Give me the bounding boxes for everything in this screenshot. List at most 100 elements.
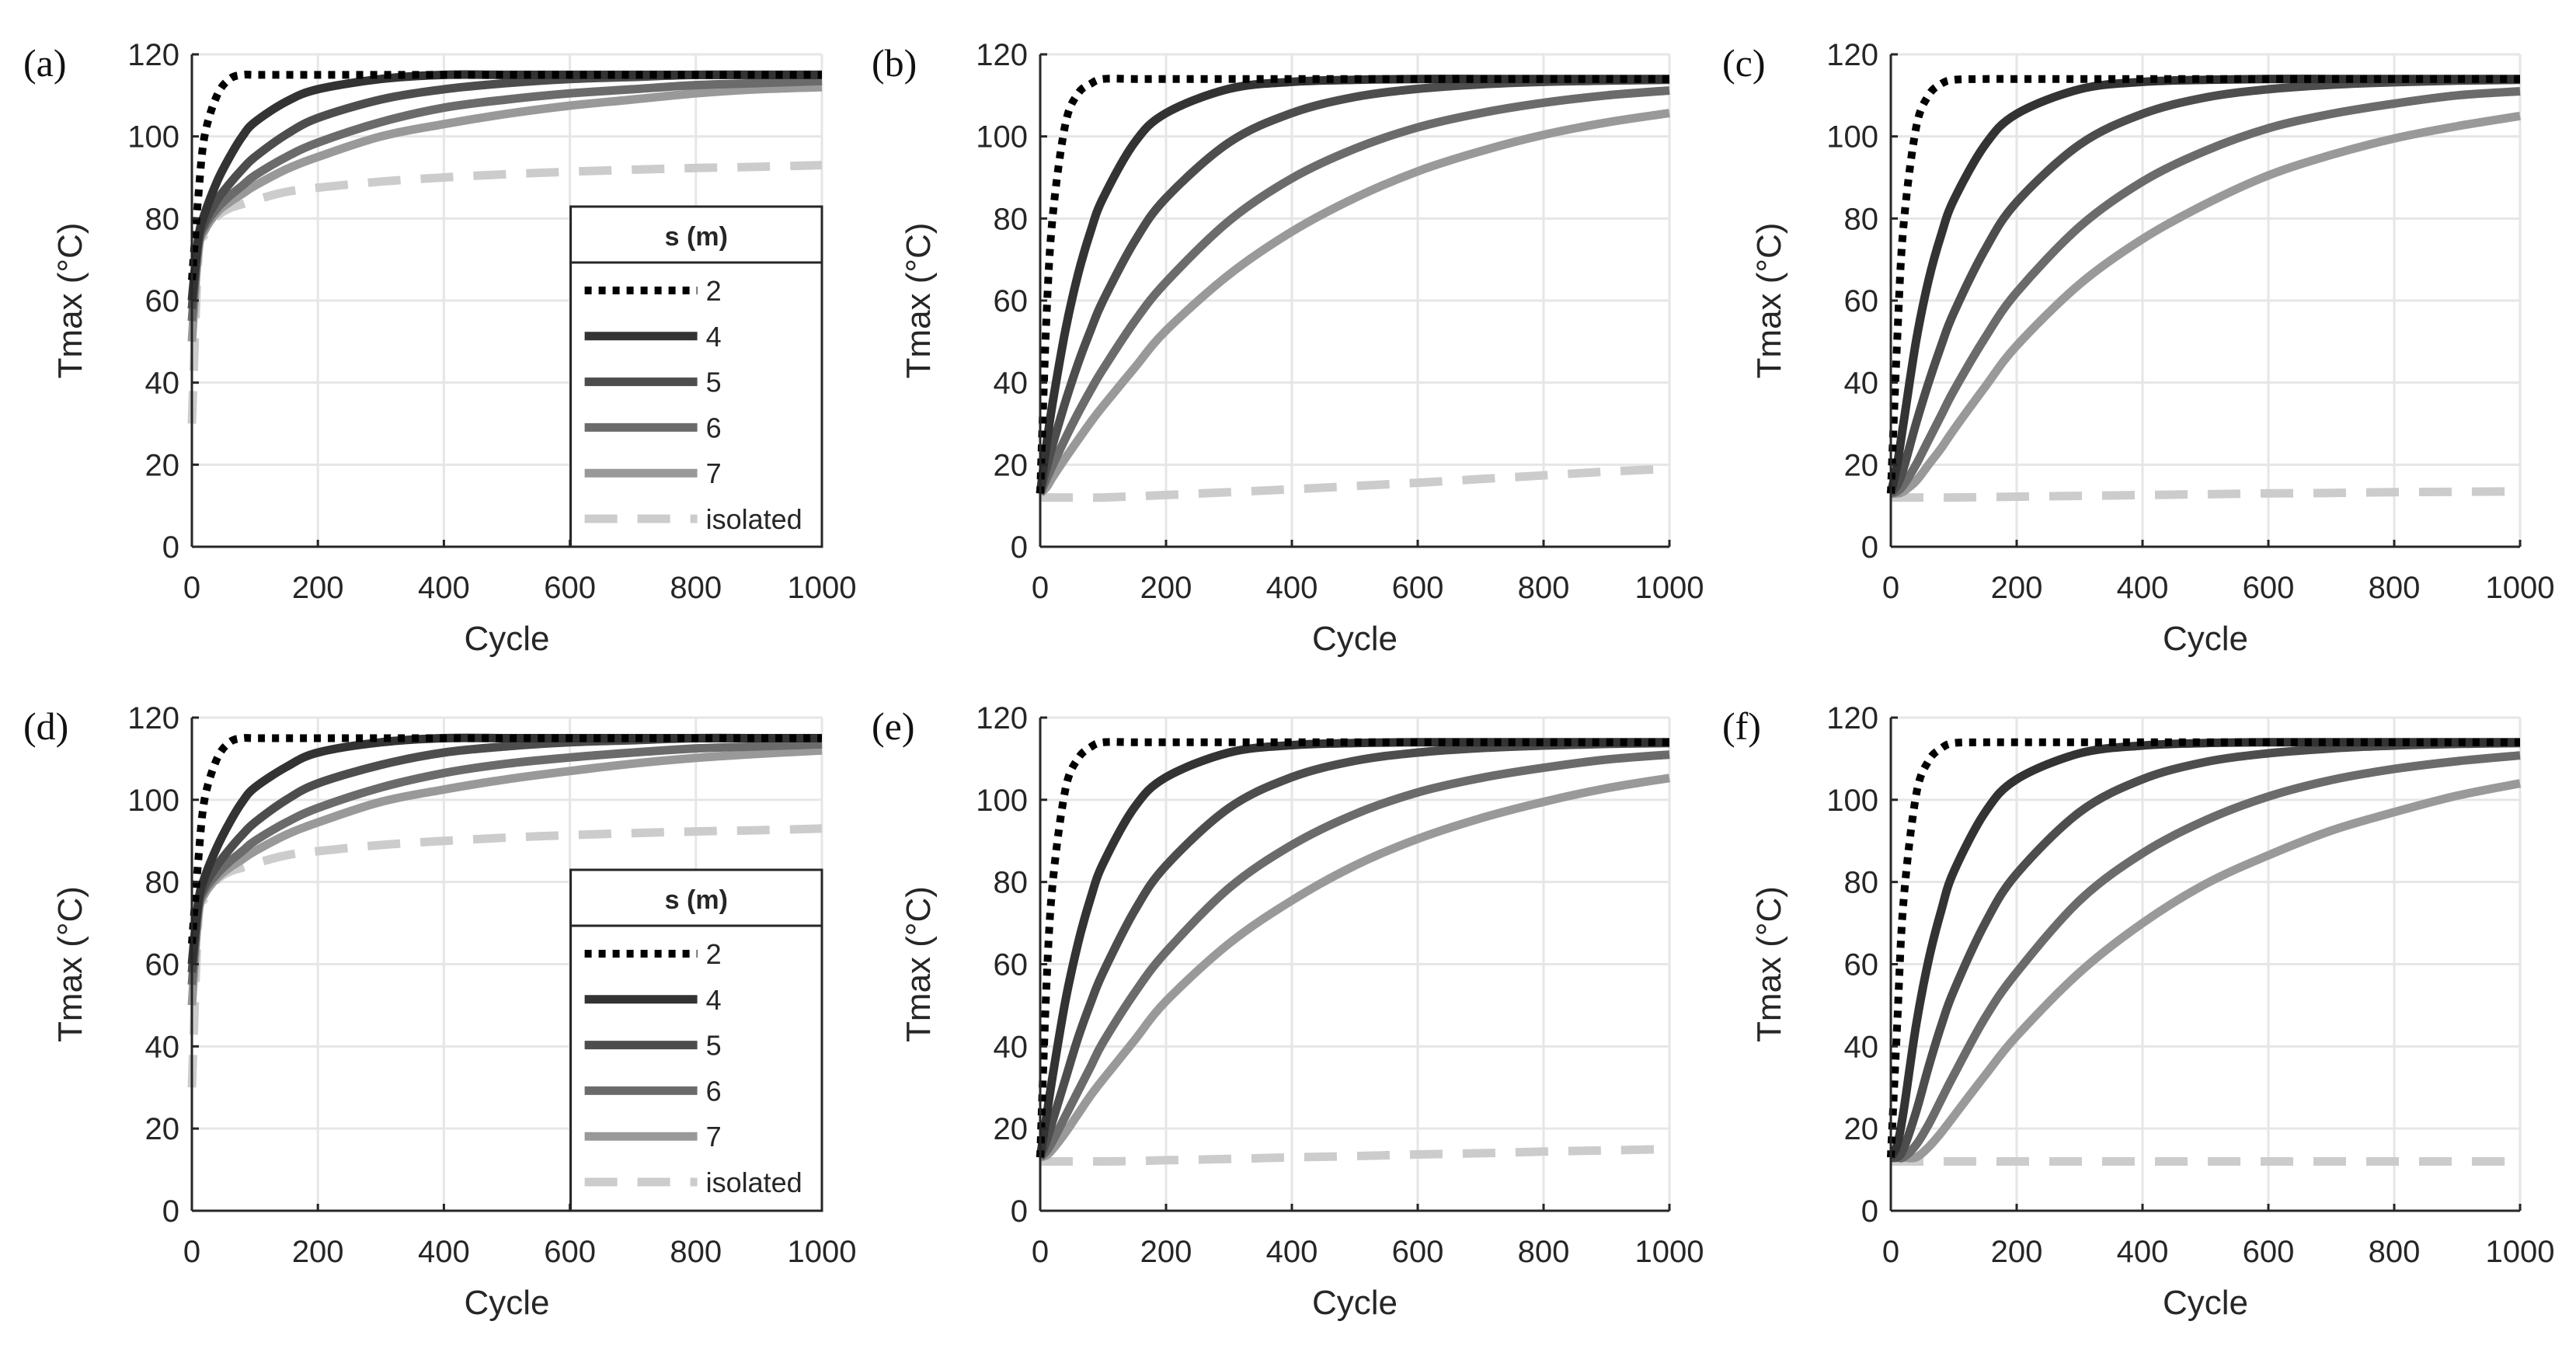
x-tick-label: 400: [2117, 571, 2169, 605]
legend-label-s7: 7: [706, 457, 722, 489]
y-tick-label: 0: [1861, 530, 1878, 565]
y-tick-label: 40: [994, 367, 1029, 401]
x-tick-label: 0: [1882, 571, 1899, 605]
y-tick-label: 20: [1844, 448, 1879, 482]
series-line-s4: [1887, 738, 2520, 1160]
x-tick-label: 0: [1032, 1235, 1049, 1269]
x-axis-label: Cycle: [1312, 1284, 1398, 1322]
series-line-sisolated: [1040, 1145, 1670, 1166]
x-tick-label: 800: [670, 1235, 722, 1269]
series-line-s6: [1036, 86, 1670, 495]
y-tick-label: 60: [994, 948, 1029, 982]
y-tick-label: 40: [1844, 367, 1879, 401]
y-tick-label: 120: [976, 38, 1028, 72]
series-line-sisolated: [187, 824, 823, 1088]
series-line-s2: [1887, 75, 2520, 494]
y-tick-label: 0: [1011, 530, 1028, 565]
y-tick-label: 120: [1826, 701, 1878, 735]
x-tick-label: 200: [1140, 571, 1192, 605]
x-tick-label: 400: [1266, 571, 1318, 605]
y-tick-label: 120: [127, 38, 179, 72]
y-tick-label: 60: [145, 284, 180, 318]
series-line-s4: [1036, 738, 1669, 1159]
series-line-sisolated: [1890, 487, 2521, 502]
legend-label-s6: 6: [706, 412, 722, 443]
y-axis-label: Tmax (°C): [51, 886, 89, 1042]
y-tick-label: 80: [994, 866, 1029, 900]
legend-label-s5: 5: [706, 1030, 722, 1062]
y-tick-label: 80: [145, 202, 180, 236]
legend-title: s (m): [665, 222, 728, 252]
panel-label: (f): [1722, 704, 1761, 748]
y-tick-label: 80: [145, 866, 180, 900]
series-line-s5: [1890, 739, 2521, 1163]
panel-f: 0 200 400 600 800 1000 0 20 40 60 80 100 120 Cycle Tma…: [1722, 701, 2554, 1322]
y-tick-label: 100: [127, 120, 179, 155]
x-tick-label: 400: [1266, 1235, 1318, 1269]
legend-box: [569, 868, 823, 1212]
legend-label-sisolated: isolated: [706, 503, 802, 535]
series-line-s2: [188, 71, 822, 280]
x-axis-label: Cycle: [1312, 620, 1398, 658]
x-tick-label: 200: [292, 571, 344, 605]
y-tick-label: 0: [1861, 1194, 1878, 1229]
y-tick-label: 40: [994, 1030, 1029, 1064]
series-line-sisolated: [187, 161, 823, 424]
panel-d: 0 200 400 600 800 1000 0 20 40 60 80 100 120 Cycle Tma…: [23, 701, 856, 1322]
legend-label-sisolated: isolated: [706, 1166, 802, 1198]
y-tick-label: 40: [145, 367, 180, 401]
x-tick-label: 1000: [788, 571, 857, 605]
y-tick-label: 100: [976, 120, 1028, 155]
series-line-sisolated: [1039, 464, 1670, 502]
x-tick-label: 200: [292, 1235, 344, 1269]
y-axis-label: Tmax (°C): [900, 223, 938, 379]
y-tick-label: 40: [145, 1030, 180, 1064]
x-tick-label: 400: [2117, 1235, 2169, 1269]
y-tick-label: 60: [1844, 284, 1879, 318]
y-tick-label: 80: [1844, 866, 1879, 900]
x-tick-label: 1000: [2486, 1235, 2555, 1269]
panel-label: (a): [23, 41, 67, 85]
x-tick-label: 600: [544, 571, 596, 605]
x-tick-label: 800: [670, 571, 722, 605]
x-tick-label: 800: [1518, 1235, 1570, 1269]
x-tick-label: 0: [1882, 1235, 1899, 1269]
y-tick-label: 100: [127, 784, 179, 818]
y-tick-label: 60: [145, 948, 180, 982]
y-tick-label: 80: [1844, 202, 1879, 236]
series-line-s4: [1036, 75, 1669, 494]
legend-box: [569, 205, 823, 548]
y-tick-label: 100: [1826, 120, 1878, 155]
x-tick-label: 800: [2369, 571, 2421, 605]
x-tick-label: 600: [1392, 571, 1444, 605]
y-tick-label: 0: [162, 1194, 179, 1229]
y-tick-label: 20: [145, 1112, 180, 1146]
x-tick-label: 1000: [788, 1235, 857, 1269]
y-tick-label: 120: [127, 701, 179, 735]
x-tick-label: 200: [1991, 1235, 2043, 1269]
x-tick-label: 1000: [1635, 1235, 1704, 1269]
x-tick-label: 0: [1032, 571, 1049, 605]
series-line-s7: [1039, 774, 1670, 1162]
y-axis-label: Tmax (°C): [900, 886, 938, 1042]
legend-label-s2: 2: [706, 275, 722, 307]
y-tick-label: 100: [1826, 784, 1878, 818]
legend-label-s7: 7: [706, 1121, 722, 1153]
x-tick-label: 400: [418, 1235, 470, 1269]
x-tick-label: 600: [544, 1235, 596, 1269]
y-tick-label: 0: [162, 530, 179, 565]
panel-c: 0 200 400 600 800 1000 0 20 40 60 80 100 120 Cycle Tma…: [1722, 38, 2554, 658]
legend-label-s4: 4: [706, 321, 722, 353]
panel-e: 0 200 400 600 800 1000 0 20 40 60 80 100 120 Cycle Tma…: [872, 701, 1704, 1322]
x-tick-label: 600: [2243, 571, 2295, 605]
panel-a: 0 200 400 600 800 1000 0 20 40 60 80 100 120 Cycle Tma…: [23, 38, 856, 658]
y-tick-label: 0: [1011, 1194, 1028, 1229]
legend-label-s6: 6: [706, 1075, 722, 1107]
x-tick-label: 600: [2243, 1235, 2295, 1269]
panel-label: (c): [1722, 41, 1766, 85]
y-tick-label: 20: [1844, 1112, 1879, 1146]
x-tick-label: 0: [183, 571, 200, 605]
series-line-s6: [1889, 87, 2521, 498]
x-tick-label: 200: [1991, 571, 2043, 605]
